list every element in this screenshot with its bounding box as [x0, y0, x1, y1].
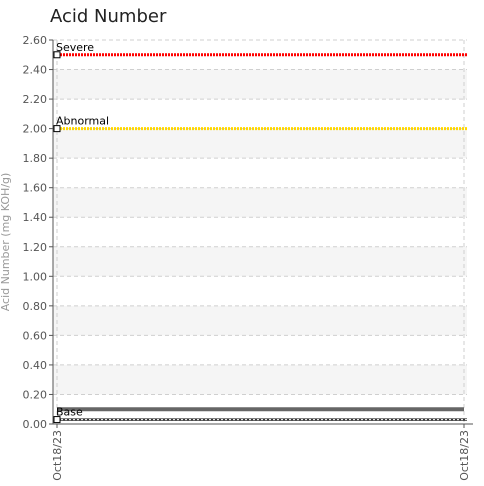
threshold-label-severe: Severe: [56, 41, 94, 54]
threshold-label-base: Base: [56, 406, 83, 419]
threshold-marker-severe: [53, 51, 61, 59]
y-tick-label: 1.00: [23, 270, 48, 283]
y-tick-label: 0.00: [23, 418, 48, 431]
y-axis-label: Acid Number (mg KOH/g): [0, 173, 12, 312]
y-tick-label: 0.60: [23, 329, 48, 342]
chart-title: Acid Number: [50, 6, 167, 27]
y-tick-label: 0.40: [23, 359, 48, 372]
grid-band: [53, 69, 467, 100]
grid-band: [53, 305, 467, 336]
y-tick-label: 2.40: [23, 64, 48, 77]
y-tick-label: 2.20: [23, 93, 48, 106]
grid-band: [53, 364, 467, 395]
grid-band: [53, 128, 467, 159]
threshold-marker-abnormal: [53, 125, 61, 133]
y-tick-label: 2.00: [23, 123, 48, 136]
y-tick-label: 1.20: [23, 241, 48, 254]
x-tick-label: Oct18/23: [51, 430, 64, 481]
y-tick-label: 0.80: [23, 300, 48, 313]
y-tick-label: 0.20: [23, 388, 48, 401]
threshold-marker-base: [53, 416, 61, 424]
y-tick-label: 2.60: [23, 34, 48, 47]
y-tick-label: 1.40: [23, 211, 48, 224]
grid-band: [53, 187, 467, 218]
y-tick-label: 1.80: [23, 152, 48, 165]
threshold-label-abnormal: Abnormal: [56, 115, 109, 128]
y-tick-label: 1.60: [23, 182, 48, 195]
grid-band: [53, 246, 467, 277]
x-tick-label: Oct18/23: [458, 430, 471, 481]
